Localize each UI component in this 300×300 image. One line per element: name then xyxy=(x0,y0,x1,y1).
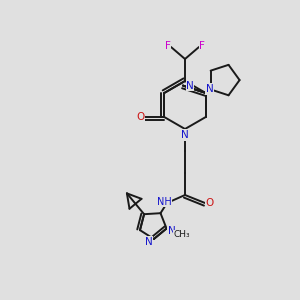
Text: NH: NH xyxy=(157,197,171,207)
Text: N: N xyxy=(181,130,189,140)
Text: N: N xyxy=(206,84,214,94)
Text: F: F xyxy=(165,41,171,51)
Text: O: O xyxy=(206,198,214,208)
Text: F: F xyxy=(199,41,205,51)
Text: N: N xyxy=(186,81,194,91)
Text: N: N xyxy=(168,226,176,236)
Text: CH₃: CH₃ xyxy=(174,230,190,239)
Text: O: O xyxy=(136,112,144,122)
Text: N: N xyxy=(145,237,153,247)
